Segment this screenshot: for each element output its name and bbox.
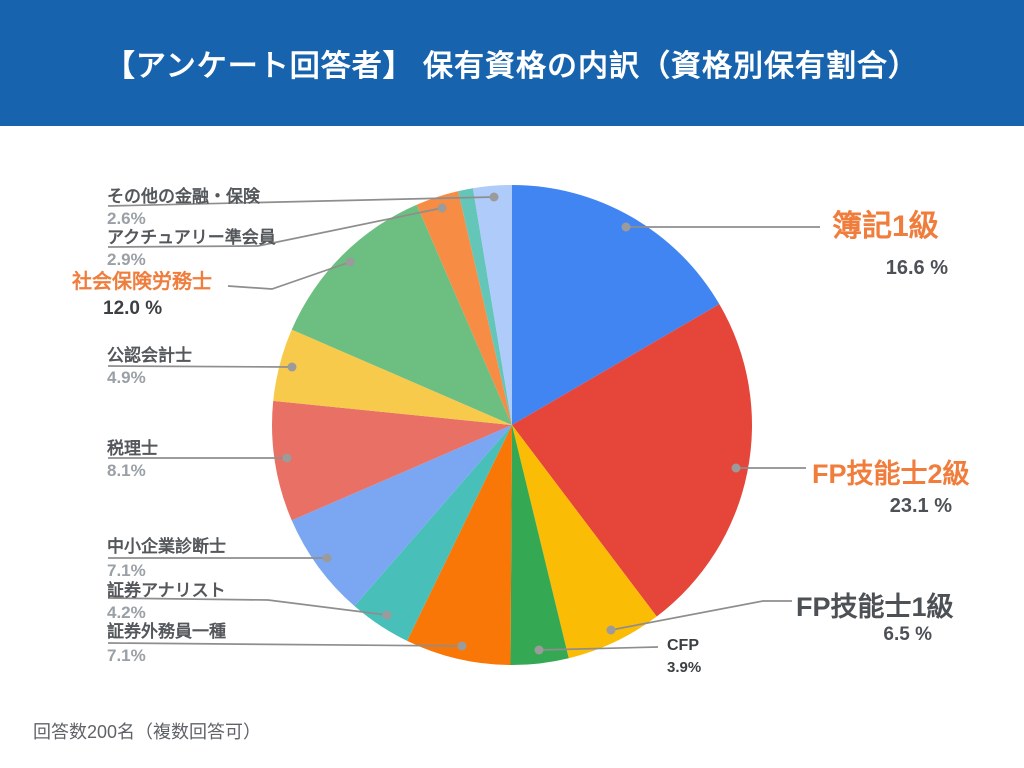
leader-dot bbox=[345, 257, 355, 267]
leader-line bbox=[107, 196, 495, 207]
leader-line bbox=[538, 646, 659, 651]
page-title: 【アンケート回答者】 保有資格の内訳（資格別保有割合） bbox=[104, 50, 920, 83]
title-banner: 【アンケート回答者】 保有資格の内訳（資格別保有割合） bbox=[0, 0, 1024, 126]
pie-slice bbox=[354, 425, 512, 641]
slice-pct: 7.1% bbox=[107, 561, 146, 580]
slice-label: 中小企業診断士 bbox=[107, 537, 226, 556]
leader-line bbox=[107, 207, 443, 248]
slice-label: CFP bbox=[667, 637, 699, 654]
leader-line bbox=[610, 600, 792, 631]
pie-slice bbox=[512, 304, 752, 617]
slice-pct: 4.9% bbox=[107, 368, 146, 387]
slice-pct: 16.6 % bbox=[885, 257, 948, 279]
slice-pct: 12.0 % bbox=[103, 298, 163, 319]
response-count-note: 回答数200名（複数回答可） bbox=[33, 722, 262, 742]
pie-slice bbox=[512, 185, 720, 425]
pie-slice bbox=[416, 191, 512, 425]
slice-pct: 2.9% bbox=[107, 250, 146, 269]
slice-pct: 2.6% bbox=[107, 209, 146, 228]
slice-pct: 3.9% bbox=[667, 659, 702, 676]
leader-line bbox=[107, 597, 388, 616]
leader-line bbox=[107, 365, 293, 368]
leader-dot bbox=[457, 641, 467, 651]
pie-slice bbox=[510, 425, 569, 665]
leader-dot bbox=[534, 645, 544, 655]
leader-dot bbox=[287, 362, 297, 372]
slice-label: 税理士 bbox=[107, 439, 158, 458]
slice-pct: 8.1% bbox=[107, 461, 146, 480]
pie-slice bbox=[458, 188, 512, 425]
slice-label: 社会保険労務士 bbox=[72, 271, 212, 293]
slice-pct: 6.5 % bbox=[883, 624, 932, 645]
leader-dot bbox=[489, 192, 499, 202]
leader-dot bbox=[322, 553, 332, 563]
pie-slice bbox=[472, 185, 512, 425]
slice-label: その他の金融・保険 bbox=[107, 187, 260, 206]
slice-label: 簿記1級 bbox=[832, 210, 939, 243]
pie-slice bbox=[512, 425, 657, 659]
leader-dot bbox=[282, 453, 292, 463]
leader-dot bbox=[382, 610, 392, 620]
leader-dot bbox=[437, 203, 447, 213]
slice-label: 証券外務員一種 bbox=[107, 622, 226, 641]
pie-slice bbox=[273, 329, 512, 425]
slice-label: 公認会計士 bbox=[107, 346, 192, 365]
slice-label: FP技能士1級 bbox=[796, 592, 954, 622]
leader-dot bbox=[621, 222, 631, 232]
leader-dot bbox=[606, 625, 616, 635]
pie-slice bbox=[291, 425, 512, 607]
leader-line bbox=[107, 642, 463, 647]
leader-dot bbox=[731, 463, 741, 473]
slice-pct: 7.1% bbox=[107, 646, 146, 665]
slice-label: 証券アナリスト bbox=[107, 581, 226, 600]
slice-pct: 4.2% bbox=[107, 603, 146, 622]
pie-slice bbox=[407, 425, 512, 665]
slice-label: FP技能士2級 bbox=[812, 459, 970, 489]
slice-label: アクチュアリー準会員 bbox=[107, 228, 276, 247]
pie-slice bbox=[272, 400, 512, 521]
slice-pct: 23.1 % bbox=[889, 495, 952, 517]
leader-line bbox=[227, 261, 351, 290]
